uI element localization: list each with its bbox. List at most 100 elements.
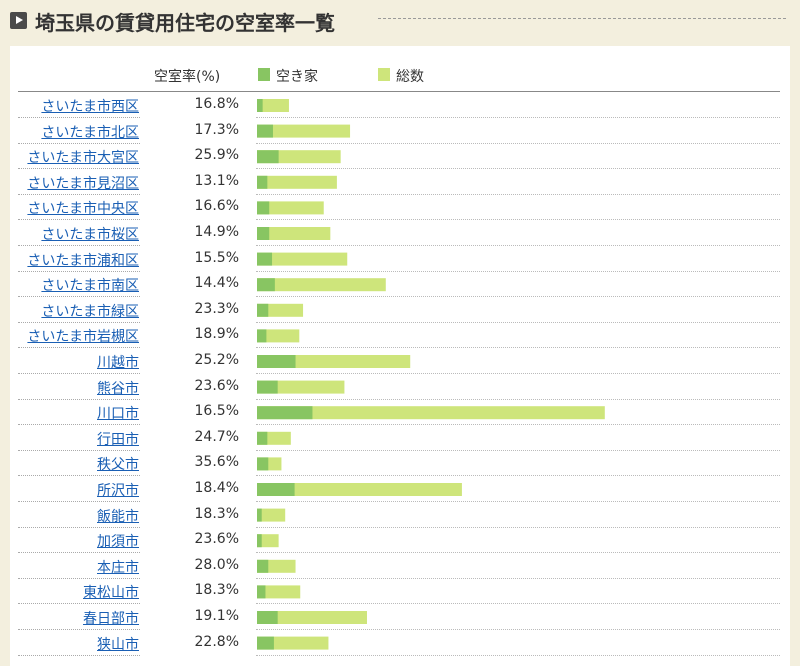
row-divider — [18, 193, 140, 195]
municipality-link[interactable]: さいたま市中央区 — [27, 201, 139, 218]
row-divider — [256, 398, 780, 400]
table-row: 行田市 24.7% — [0, 425, 800, 451]
table-row: 川越市 25.2% — [0, 348, 800, 374]
table-row: 川口市 16.5% — [0, 399, 800, 426]
row-divider — [18, 552, 140, 554]
row-divider — [256, 629, 780, 630]
row-divider — [256, 168, 780, 170]
municipality-link[interactable]: さいたま市西区 — [41, 99, 139, 115]
vacancy-rate: 35.6% — [194, 454, 239, 471]
table-row: 東松山市 18.3% — [0, 578, 800, 605]
row-divider — [18, 603, 140, 605]
bar-vacant — [257, 611, 278, 624]
row-divider — [18, 373, 140, 374]
table-row: さいたま市大宮区 25.9% — [0, 143, 800, 170]
municipality-link[interactable]: 本庄市 — [97, 559, 139, 576]
table-row: 加須市 23.6% — [0, 527, 800, 554]
municipality-link[interactable]: 川越市 — [97, 355, 139, 371]
row-divider — [256, 475, 780, 477]
vacancy-rate: 18.4% — [194, 480, 239, 496]
municipality-link[interactable]: 東松山市 — [83, 585, 139, 602]
vacancy-rate: 25.2% — [194, 352, 239, 368]
municipality-link[interactable]: 行田市 — [97, 431, 139, 448]
bar-vacant — [257, 201, 270, 215]
bar-total — [257, 406, 605, 420]
municipality-link[interactable]: 熊谷市 — [97, 380, 139, 397]
municipality-link[interactable]: さいたま市桜区 — [41, 227, 139, 243]
header-divider — [18, 91, 780, 92]
municipality-link[interactable]: 川口市 — [97, 406, 139, 423]
row-divider — [256, 654, 780, 656]
row-divider — [256, 193, 780, 195]
table-row: さいたま市浦和区 15.5% — [0, 246, 800, 272]
municipality-link[interactable]: さいたま市浦和区 — [27, 252, 139, 269]
municipality-link[interactable]: さいたま市岩槻区 — [27, 329, 139, 346]
legend-swatch-total — [378, 68, 390, 81]
row-divider — [256, 577, 780, 579]
row-divider — [18, 629, 140, 630]
municipality-link[interactable]: さいたま市大宮区 — [27, 150, 139, 167]
municipality-link[interactable]: さいたま市北区 — [41, 124, 139, 141]
table-row: さいたま市中央区 16.6% — [0, 194, 800, 221]
bar-total — [257, 483, 462, 496]
row-divider — [18, 142, 140, 144]
bar-vacant — [257, 380, 278, 394]
row-divider — [18, 654, 140, 656]
table-row: さいたま市南区 14.4% — [0, 271, 800, 298]
vacancy-rate: 23.6% — [194, 377, 239, 394]
row-divider — [256, 245, 780, 246]
bar-total — [257, 585, 301, 599]
bar-total — [257, 508, 286, 522]
row-divider — [18, 117, 140, 118]
row-divider — [18, 347, 140, 349]
legend-swatch-vacant — [258, 68, 270, 81]
bar-total — [257, 278, 386, 292]
bar-vacant — [257, 431, 268, 445]
row-divider — [18, 296, 140, 298]
table-row: 春日部市 19.1% — [0, 604, 800, 630]
play-icon — [10, 12, 27, 29]
municipality-link[interactable]: さいたま市見沼区 — [27, 175, 139, 192]
municipality-link[interactable]: 狭山市 — [97, 636, 139, 653]
municipality-link[interactable]: さいたま市緑区 — [41, 303, 139, 320]
title-row: 埼玉県の賃貸用住宅の空室率一覧 — [0, 0, 800, 40]
vacancy-rate: 18.3% — [194, 582, 239, 599]
bar-total — [257, 201, 324, 215]
vacancy-rate: 16.6% — [194, 198, 239, 215]
municipality-link[interactable]: 飯能市 — [97, 508, 139, 525]
legend-label-total: 総数 — [396, 69, 424, 85]
municipality-link[interactable]: 春日部市 — [83, 611, 139, 627]
vacancy-rate: 23.6% — [194, 531, 239, 548]
municipality-link[interactable]: さいたま市南区 — [41, 278, 139, 295]
table-row: さいたま市見沼区 13.1% — [0, 169, 800, 195]
row-divider — [18, 424, 140, 426]
municipality-link[interactable]: 所沢市 — [97, 483, 139, 499]
row-divider — [18, 526, 140, 528]
row-divider — [256, 526, 780, 528]
vacancy-rate: 24.7% — [194, 428, 239, 445]
municipality-link[interactable]: 秩父市 — [97, 457, 139, 474]
municipality-link[interactable]: 加須市 — [97, 534, 139, 551]
row-divider — [18, 270, 140, 272]
row-divider — [18, 449, 140, 451]
bar-vacant — [257, 303, 269, 317]
table-row: 狭山市 22.8% — [0, 630, 800, 656]
row-divider — [256, 552, 780, 554]
bar-vacant — [257, 227, 270, 240]
vacancy-rate: 25.9% — [194, 147, 239, 164]
bar-total — [257, 252, 348, 266]
vacancy-rate: 16.5% — [194, 403, 239, 420]
row-divider — [256, 449, 780, 451]
row-divider — [18, 321, 140, 323]
bar-vacant — [257, 252, 273, 266]
page-title: 埼玉県の賃貸用住宅の空室率一覧 — [35, 11, 335, 35]
bar-vacant — [257, 124, 273, 138]
vacancy-rate: 17.3% — [194, 121, 239, 138]
bar-total — [257, 380, 345, 394]
bar-vacant — [257, 585, 266, 599]
bar-vacant — [257, 483, 295, 496]
table-row: さいたま市西区 16.8% — [0, 92, 800, 118]
vacancy-rate: 18.3% — [194, 505, 239, 522]
row-divider — [18, 501, 140, 502]
bar-total — [257, 99, 289, 112]
